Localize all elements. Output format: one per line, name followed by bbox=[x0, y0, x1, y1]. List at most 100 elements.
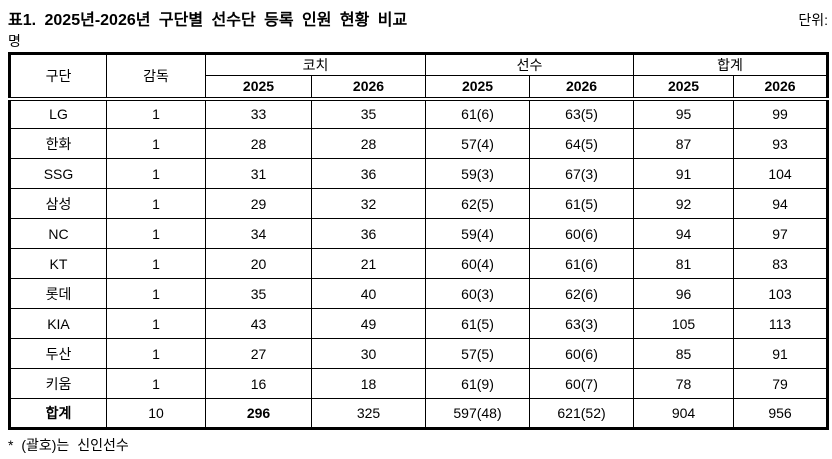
cell-coach-2026: 32 bbox=[310, 188, 427, 219]
header-coach-group: 코치 bbox=[204, 53, 427, 76]
cell-player-2025: 61(6) bbox=[425, 98, 531, 129]
cell-total-2025: 81 bbox=[633, 248, 735, 279]
cell-club: 키움 bbox=[9, 368, 107, 399]
cell-total-2025: 105 bbox=[633, 308, 735, 339]
cell-player-2025: 61(9) bbox=[425, 368, 531, 399]
cell-coach-2026: 30 bbox=[310, 338, 427, 369]
cell-total-2026: 113 bbox=[733, 308, 829, 339]
header-total-2025: 2025 bbox=[633, 75, 735, 101]
cell-club: NC bbox=[9, 218, 107, 249]
header-year-row: 2025 2026 2025 2026 2025 2026 bbox=[10, 75, 829, 101]
unit-label: 단위: bbox=[798, 12, 828, 28]
cell-player-2026: 621(52) bbox=[529, 398, 635, 429]
table-row: SSG 1 31 36 59(3) 67(3) 91 104 bbox=[9, 158, 829, 189]
header-manager: 감독 bbox=[106, 53, 206, 101]
cell-player-2026: 62(6) bbox=[529, 278, 635, 309]
cell-player-2026: 60(6) bbox=[529, 218, 635, 249]
cell-total-2025: 78 bbox=[633, 368, 735, 399]
table-total-row: 합계 10 296 325 597(48) 621(52) 904 956 bbox=[9, 398, 829, 429]
table-body: LG 1 33 35 61(6) 63(5) 95 99 한화 1 28 28 57(4) 64(5) 87… bbox=[9, 98, 829, 429]
unit-value: 명 bbox=[8, 33, 21, 49]
cell-total-2026: 83 bbox=[733, 248, 829, 279]
cell-manager: 1 bbox=[106, 368, 206, 399]
cell-coach-2026: 36 bbox=[310, 158, 427, 189]
header-coach-2025: 2025 bbox=[205, 75, 312, 101]
cell-player-2026: 60(7) bbox=[529, 368, 635, 399]
table-row: KIA 1 43 49 61(5) 63(3) 105 113 bbox=[9, 308, 829, 339]
cell-coach-2026: 21 bbox=[310, 248, 427, 279]
cell-manager: 1 bbox=[106, 248, 206, 279]
cell-total-2025: 96 bbox=[633, 278, 735, 309]
cell-player-2025: 62(5) bbox=[425, 188, 531, 219]
cell-player-2025: 57(5) bbox=[425, 338, 531, 369]
cell-total-2025: 904 bbox=[633, 398, 735, 429]
cell-manager: 10 bbox=[106, 398, 206, 429]
cell-coach-2025: 16 bbox=[205, 368, 312, 399]
table-title: 표1. 2025년-2026년 구단별 선수단 등록 인원 현황 비교 bbox=[8, 12, 408, 29]
cell-coach-2025: 43 bbox=[205, 308, 312, 339]
cell-total-2025: 87 bbox=[633, 128, 735, 159]
cell-total-2026: 91 bbox=[733, 338, 829, 369]
cell-coach-2025: 296 bbox=[205, 398, 312, 429]
cell-coach-2026: 49 bbox=[310, 308, 427, 339]
cell-coach-2025: 29 bbox=[205, 188, 312, 219]
cell-total-2025: 92 bbox=[633, 188, 735, 219]
footnote: * (괄호)는 신인선수 bbox=[8, 437, 129, 453]
cell-player-2025: 59(4) bbox=[425, 218, 531, 249]
header-player-2026: 2026 bbox=[529, 75, 635, 101]
table-row: 한화 1 28 28 57(4) 64(5) 87 93 bbox=[9, 128, 829, 159]
cell-manager: 1 bbox=[106, 308, 206, 339]
title-row: 표1. 2025년-2026년 구단별 선수단 등록 인원 현황 비교 단위: bbox=[8, 6, 828, 30]
cell-total-2026: 97 bbox=[733, 218, 829, 249]
cell-total-2025: 85 bbox=[633, 338, 735, 369]
cell-total-2026: 94 bbox=[733, 188, 829, 219]
cell-coach-2026: 325 bbox=[310, 398, 427, 429]
cell-player-2025: 597(48) bbox=[425, 398, 531, 429]
cell-club: KIA bbox=[9, 308, 107, 339]
header-group-row: 구단 감독 코치 선수 합계 bbox=[9, 53, 829, 101]
cell-manager: 1 bbox=[106, 188, 206, 219]
table-row: NC 1 34 36 59(4) 60(6) 94 97 bbox=[9, 218, 829, 249]
cell-manager: 1 bbox=[106, 218, 206, 249]
cell-club: 한화 bbox=[9, 128, 107, 159]
cell-club: LG bbox=[9, 98, 107, 129]
cell-total-2026: 103 bbox=[733, 278, 829, 309]
cell-manager: 1 bbox=[106, 338, 206, 369]
header-total-group: 합계 bbox=[633, 53, 829, 76]
cell-total-2025: 91 bbox=[633, 158, 735, 189]
cell-manager: 1 bbox=[106, 128, 206, 159]
cell-total-2025: 95 bbox=[633, 98, 735, 129]
cell-player-2025: 60(4) bbox=[425, 248, 531, 279]
cell-player-2025: 61(5) bbox=[425, 308, 531, 339]
cell-club: 합계 bbox=[9, 398, 107, 429]
cell-coach-2026: 18 bbox=[310, 368, 427, 399]
table-row: 삼성 1 29 32 62(5) 61(5) 92 94 bbox=[9, 188, 829, 219]
table-row: 키움 1 16 18 61(9) 60(7) 78 79 bbox=[9, 368, 829, 399]
cell-coach-2025: 28 bbox=[205, 128, 312, 159]
cell-coach-2025: 34 bbox=[205, 218, 312, 249]
cell-manager: 1 bbox=[106, 278, 206, 309]
table-header: 구단 감독 코치 선수 합계 2025 2026 2025 2026 2025 … bbox=[9, 53, 829, 101]
cell-club: 두산 bbox=[9, 338, 107, 369]
cell-coach-2025: 35 bbox=[205, 278, 312, 309]
cell-player-2026: 63(5) bbox=[529, 98, 635, 129]
cell-total-2025: 94 bbox=[633, 218, 735, 249]
cell-coach-2026: 36 bbox=[310, 218, 427, 249]
cell-player-2026: 64(5) bbox=[529, 128, 635, 159]
table-row: 롯데 1 35 40 60(3) 62(6) 96 103 bbox=[9, 278, 829, 309]
table-row: LG 1 33 35 61(6) 63(5) 95 99 bbox=[9, 98, 829, 129]
roster-table: 구단 감독 코치 선수 합계 2025 2026 2025 2026 2025 … bbox=[8, 52, 830, 430]
cell-coach-2026: 35 bbox=[310, 98, 427, 129]
cell-coach-2026: 28 bbox=[310, 128, 427, 159]
table-row: 두산 1 27 30 57(5) 60(6) 85 91 bbox=[9, 338, 829, 369]
cell-total-2026: 79 bbox=[733, 368, 829, 399]
cell-player-2026: 61(6) bbox=[529, 248, 635, 279]
cell-player-2025: 59(3) bbox=[425, 158, 531, 189]
cell-coach-2026: 40 bbox=[310, 278, 427, 309]
cell-coach-2025: 20 bbox=[205, 248, 312, 279]
table-row: KT 1 20 21 60(4) 61(6) 81 83 bbox=[9, 248, 829, 279]
cell-player-2026: 61(5) bbox=[529, 188, 635, 219]
header-player-group: 선수 bbox=[425, 53, 635, 76]
header-total-2026: 2026 bbox=[733, 75, 829, 101]
